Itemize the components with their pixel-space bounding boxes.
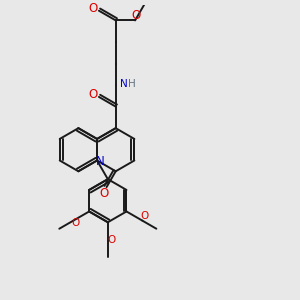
Text: O: O: [71, 218, 80, 228]
Text: O: O: [140, 211, 148, 221]
Text: O: O: [88, 88, 98, 101]
Text: O: O: [131, 9, 141, 22]
Text: H: H: [128, 79, 135, 89]
Text: N: N: [96, 155, 104, 168]
Text: O: O: [99, 187, 108, 200]
Text: O: O: [108, 235, 116, 244]
Text: O: O: [88, 2, 98, 15]
Text: N: N: [120, 79, 128, 89]
